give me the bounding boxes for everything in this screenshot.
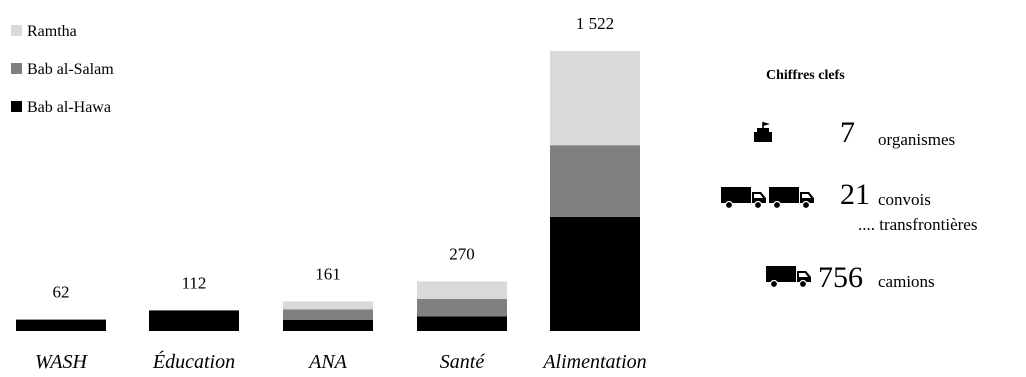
trucks-convoy-icon bbox=[721, 187, 814, 210]
organization-flag-icon bbox=[754, 122, 772, 142]
legend-item-bab-al-hawa: Bab al-Hawa bbox=[11, 98, 114, 136]
convoys-sublabel: .... transfrontières bbox=[858, 215, 978, 234]
category-label: WASH bbox=[35, 351, 88, 373]
legend-item-ramtha: Ramtha bbox=[11, 22, 114, 60]
bar-total-label: 112 bbox=[182, 273, 207, 292]
stacked-bar-chart: 62 WASH 112 Éducation 161 ANA 270 Santé 1 522 Ali… bbox=[16, 14, 647, 373]
bar-segment-bab-al-salam-4 bbox=[550, 145, 640, 217]
bar-total-label: 161 bbox=[315, 264, 341, 283]
bar-segment-ramtha-3 bbox=[417, 281, 507, 299]
legend-label: Bab al-Hawa bbox=[27, 99, 111, 116]
bar-total-label: 1 522 bbox=[576, 14, 614, 33]
bar-segment-ramtha-4 bbox=[550, 51, 640, 146]
chart-legend: Ramtha Bab al-Salam Bab al-Hawa bbox=[11, 22, 114, 136]
bar-segment-bab-al-hawa-1 bbox=[149, 310, 239, 331]
bar-segment-bab-al-hawa-2 bbox=[283, 319, 373, 331]
category-label: Santé bbox=[440, 351, 486, 373]
legend-label: Bab al-Salam bbox=[27, 61, 114, 78]
convoys-count: 21 bbox=[840, 178, 870, 211]
category-label: ANA bbox=[307, 351, 348, 373]
organizations-label: organismes bbox=[878, 130, 956, 149]
legend-label: Ramtha bbox=[27, 23, 77, 40]
legend-swatch-bab-al-hawa bbox=[11, 101, 22, 112]
legend-swatch-ramtha bbox=[11, 25, 22, 36]
truck-icon bbox=[766, 266, 811, 289]
bar-segment-bab-al-salam-3 bbox=[417, 298, 507, 317]
trucks-label: camions bbox=[878, 272, 935, 291]
bar-segment-ramtha-2 bbox=[283, 301, 373, 310]
bar-segment-bab-al-hawa-3 bbox=[417, 316, 507, 331]
key-figures-title: Chiffres clefs bbox=[766, 68, 845, 83]
bar-total-label: 62 bbox=[53, 283, 70, 302]
key-figures-panel: Chiffres clefs 7 organismes 21 convois .… bbox=[700, 0, 1026, 377]
convoys-label: convois bbox=[878, 190, 931, 209]
bar-segment-bab-al-hawa-0 bbox=[16, 319, 106, 331]
trucks-count: 756 bbox=[818, 261, 863, 294]
category-label: Alimentation bbox=[541, 351, 646, 373]
legend-swatch-bab-al-salam bbox=[11, 63, 22, 74]
legend-item-bab-al-salam: Bab al-Salam bbox=[11, 60, 114, 98]
category-label: Éducation bbox=[152, 350, 235, 373]
organizations-count: 7 bbox=[840, 116, 855, 149]
bar-total-label: 270 bbox=[449, 244, 475, 263]
bar-segment-bab-al-salam-2 bbox=[283, 309, 373, 320]
bar-segment-bab-al-hawa-4 bbox=[550, 216, 640, 331]
